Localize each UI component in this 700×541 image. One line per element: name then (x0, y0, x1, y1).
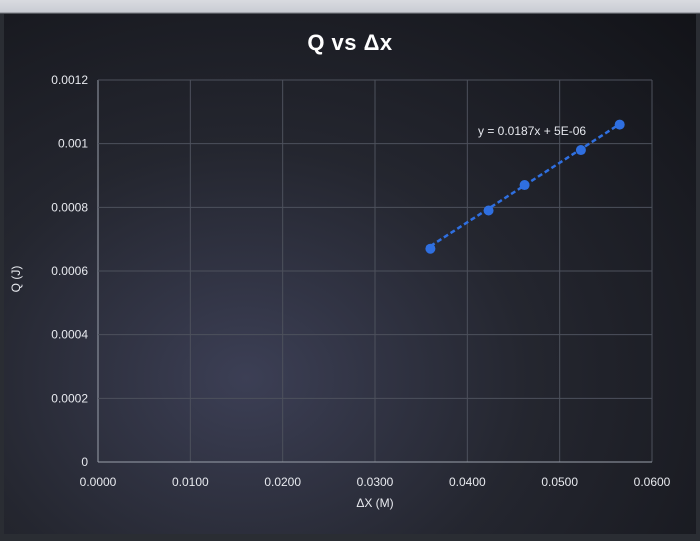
y-axis-label: Q (J) (9, 266, 23, 293)
chart-title: Q vs Δx (307, 30, 393, 55)
y-tick-label: 0.0002 (51, 391, 88, 405)
trendline-equation: y = 0.0187x + 5E-06 (478, 124, 586, 138)
y-tick-labels: 0 0.0002 0.0004 0.0006 0.0008 0.001 0.0012 (51, 73, 88, 469)
x-tick-labels: 0.0000 0.0100 0.0200 0.0300 0.0400 0.0500 0.06… (80, 475, 671, 489)
y-tick-label: 0 (81, 455, 88, 469)
x-tick-label: 0.0400 (449, 475, 486, 489)
x-tick-label: 0.0600 (634, 475, 671, 489)
x-tick-label: 0.0300 (357, 475, 394, 489)
y-tick-label: 0.001 (58, 137, 88, 151)
y-tick-label: 0.0006 (51, 264, 88, 278)
data-points (425, 119, 625, 254)
x-tick-label: 0.0200 (264, 475, 301, 489)
x-tick-label: 0.0000 (80, 475, 117, 489)
x-tick-label: 0.0100 (172, 475, 209, 489)
y-tick-label: 0.0008 (51, 200, 88, 214)
data-point (425, 243, 436, 254)
y-tick-label: 0.0012 (51, 73, 88, 87)
gridlines (97, 79, 653, 463)
x-axis-label: ΔX (M) (356, 496, 393, 510)
data-point (519, 180, 530, 191)
x-tick-label: 0.0500 (541, 475, 578, 489)
data-point (575, 145, 586, 156)
data-point (614, 119, 625, 130)
y-tick-label: 0.0004 (51, 328, 88, 342)
data-point (483, 205, 494, 216)
chart-screen (4, 14, 696, 534)
